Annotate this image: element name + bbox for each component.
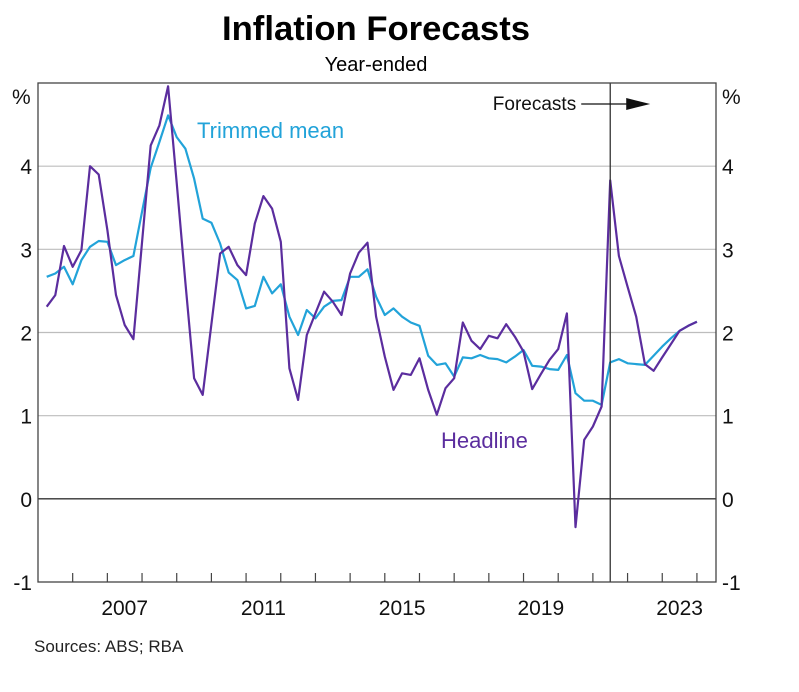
- forecasts-annotation: Forecasts: [493, 94, 576, 115]
- chart-title: Inflation Forecasts: [222, 10, 530, 48]
- x-tick-label: 2011: [241, 597, 286, 620]
- y-tick-label-left: 2: [20, 323, 32, 346]
- y-tick-label-left: 1: [20, 406, 32, 429]
- x-tick-label: 2023: [656, 597, 703, 620]
- plot-frame: [37, 82, 717, 583]
- y-tick-label-right: 2: [722, 323, 734, 346]
- chart-source: Sources: ABS; RBA: [34, 637, 184, 656]
- y-unit-right: %: [722, 86, 741, 109]
- x-axis-labels: 2007 2011 2015 2019 2023: [101, 597, 703, 620]
- series-label-trimmed-mean: Trimmed mean: [197, 118, 344, 143]
- y-axis-left: -1 0 1 2 3 4: [13, 156, 32, 595]
- y-unit-left: %: [12, 86, 31, 109]
- y-tick-label-left: 0: [20, 489, 32, 512]
- x-tick-label: 2015: [379, 597, 426, 620]
- forecast-arrow-icon: [581, 98, 651, 110]
- x-tick-label: 2007: [101, 597, 148, 620]
- chart-subtitle: Year-ended: [325, 54, 428, 76]
- y-tick-label-right: 0: [722, 489, 734, 512]
- y-tick-label-right: 3: [722, 239, 734, 262]
- arrow-head: [626, 98, 651, 110]
- x-axis-ticks: [72, 573, 698, 582]
- y-tick-label-left: 4: [20, 156, 32, 179]
- y-axis-right: -1 0 1 2 3 4: [722, 156, 741, 595]
- y-tick-label-right: -1: [722, 572, 741, 595]
- series-lines: [45, 85, 698, 529]
- y-tick-label-left: 3: [20, 239, 32, 262]
- x-tick-label: 2019: [518, 597, 565, 620]
- series-line-trimmed-mean: [46, 114, 698, 406]
- y-tick-label-right: 1: [722, 406, 734, 429]
- series-label-headline: Headline: [441, 428, 528, 453]
- y-tick-label-left: -1: [13, 572, 32, 595]
- y-tick-label-right: 4: [722, 156, 734, 179]
- series-line-headline: [45, 85, 698, 529]
